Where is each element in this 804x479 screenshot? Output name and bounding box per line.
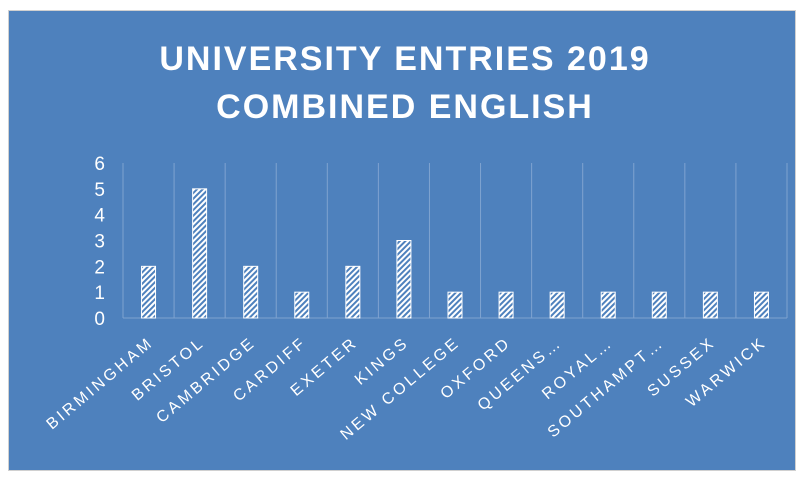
y-tick-label: 3 <box>94 232 105 253</box>
bar-kings <box>396 240 412 319</box>
y-tick-label: 5 <box>94 180 105 201</box>
y-tick-label: 6 <box>94 154 105 175</box>
bar-cardiff <box>294 291 310 319</box>
bar-oxford <box>498 291 514 319</box>
y-tick-label: 1 <box>94 283 105 304</box>
chart-area: UNIVERSITY ENTRIES 2019 COMBINED ENGLISH… <box>8 10 796 471</box>
bar-cambridge <box>243 265 259 319</box>
bar-queens <box>549 291 565 319</box>
bar-new-college <box>447 291 463 319</box>
bar-bristol <box>192 188 208 319</box>
chart-title-line-1: UNIVERSITY ENTRIES 2019 <box>159 40 650 78</box>
bar-sussex <box>702 291 718 319</box>
y-tick-label: 2 <box>94 257 105 278</box>
bar-exeter <box>345 265 361 319</box>
bar-royal <box>600 291 616 319</box>
bar-birmingham <box>141 265 157 319</box>
bar-warwick <box>753 291 769 319</box>
chart-title-line-2: COMBINED ENGLISH <box>216 88 594 126</box>
bar-chart: UNIVERSITY ENTRIES 2019 COMBINED ENGLISH… <box>44 40 788 444</box>
bar-southampt <box>651 291 667 319</box>
y-tick-label: 4 <box>94 206 105 227</box>
y-tick-label: 0 <box>94 309 105 330</box>
